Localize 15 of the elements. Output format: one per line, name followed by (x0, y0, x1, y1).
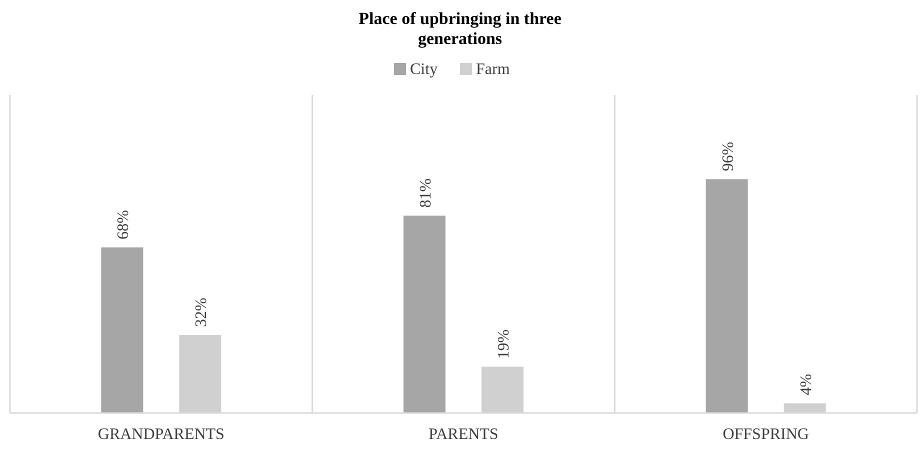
data-label: 96% (720, 142, 737, 172)
data-label: 4% (798, 374, 815, 396)
x-tick-label: PARENTS (428, 426, 498, 443)
legend-label: City (410, 61, 438, 78)
bar (101, 247, 144, 413)
data-label: 19% (496, 329, 512, 359)
bar (404, 216, 446, 413)
bar (706, 179, 748, 413)
x-tick-label: GRANDPARENTS (98, 426, 224, 443)
data-label: 81% (418, 178, 434, 208)
data-label: 32% (193, 298, 210, 328)
legend-label: Farm (476, 61, 510, 78)
data-label: 68% (115, 210, 132, 240)
x-tick-label: OFFSPRING (722, 426, 810, 443)
chart-title: Place of upbringing in three generations (358, 9, 562, 48)
